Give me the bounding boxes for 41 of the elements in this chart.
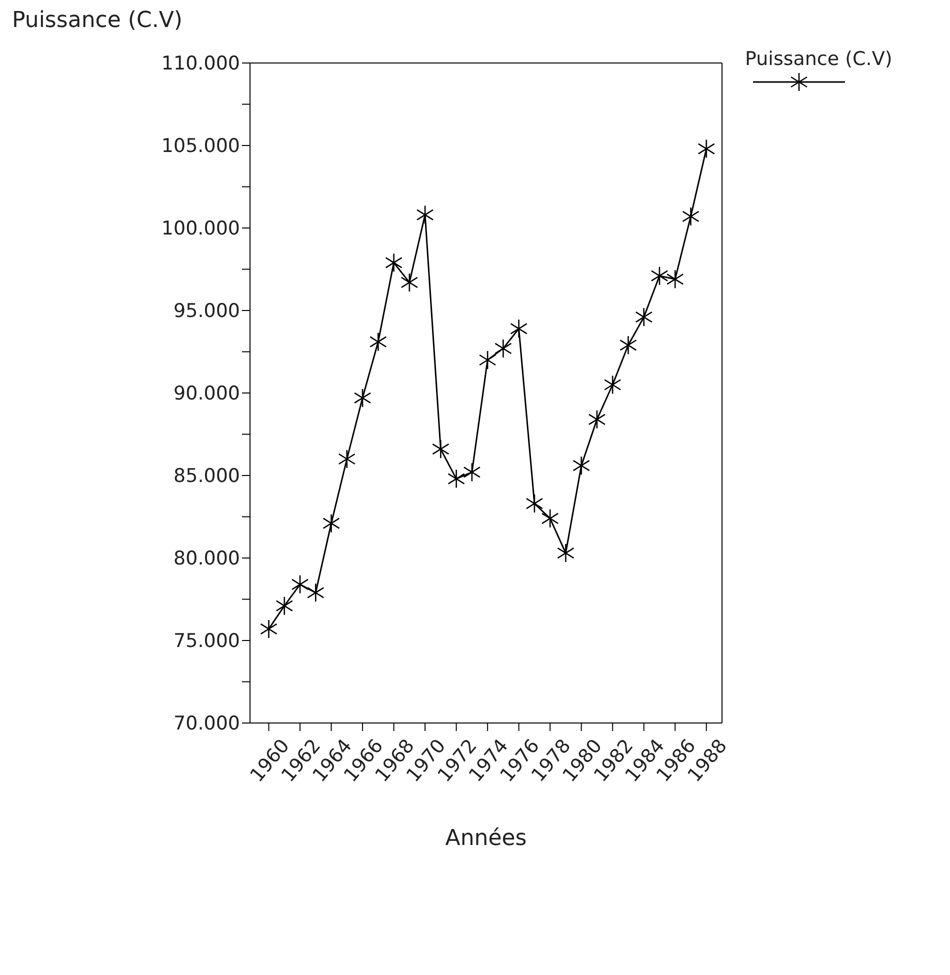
- y-axis-title: Puissance (C.V): [12, 8, 182, 33]
- point: [698, 139, 716, 158]
- point: [604, 375, 622, 394]
- point: [635, 307, 653, 327]
- point: [260, 619, 278, 639]
- point: [291, 574, 309, 594]
- point: [306, 583, 324, 602]
- y-tick-label: 80.000: [174, 548, 240, 570]
- point: [448, 469, 465, 488]
- point: [338, 449, 356, 469]
- point: [572, 456, 590, 476]
- point: [432, 439, 450, 459]
- point: [463, 462, 481, 482]
- point: [666, 270, 684, 289]
- y-tick-label: 85.000: [174, 465, 240, 488]
- point: [682, 206, 700, 226]
- point: [385, 253, 402, 272]
- y-tick-label: 75.000: [174, 630, 240, 652]
- point: [494, 338, 512, 358]
- y-tick-label: 95.000: [174, 300, 240, 322]
- y-tick-label: 105.000: [161, 135, 240, 158]
- point: [400, 272, 418, 292]
- point: [510, 319, 528, 338]
- text: Puissance (C.V): [745, 48, 892, 70]
- point: [650, 266, 668, 286]
- point: [541, 508, 559, 528]
- point: [276, 596, 294, 616]
- point: [322, 514, 340, 533]
- point: [526, 494, 544, 514]
- point: [588, 410, 606, 430]
- point: [557, 543, 574, 563]
- point: [416, 205, 434, 224]
- y-tick-label: 70.000: [174, 712, 240, 735]
- point: [370, 332, 387, 352]
- y-tick-label: 90.000: [174, 382, 240, 405]
- y-tick-label: 100.000: [161, 218, 240, 240]
- y-tick-label: 110.000: [161, 52, 240, 75]
- x-axis-title: Années: [445, 826, 527, 851]
- point: [354, 388, 372, 408]
- point: [478, 350, 496, 370]
- point: [620, 336, 637, 355]
